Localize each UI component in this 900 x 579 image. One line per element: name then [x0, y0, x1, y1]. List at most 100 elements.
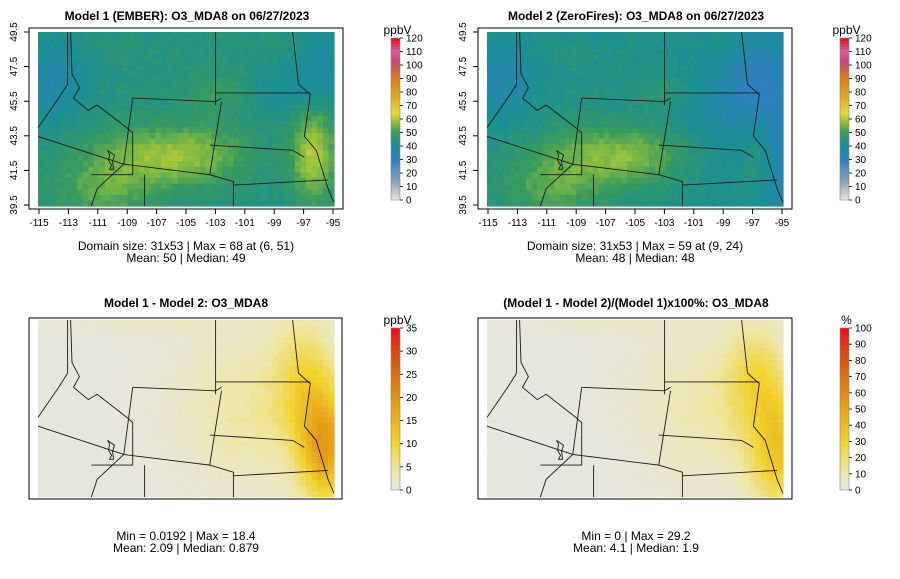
heatmap-cell [244, 76, 251, 84]
heatmap-cell [749, 43, 756, 50]
heatmap-cell [216, 76, 223, 84]
heatmap-cell [54, 405, 61, 412]
heatmap-cell [54, 93, 61, 100]
heatmap-cell [38, 422, 45, 430]
colorbar-tick-label: 50 [855, 128, 867, 139]
heatmap-cell [183, 428, 190, 435]
heatmap-cell [509, 116, 516, 123]
heatmap-cell [322, 359, 330, 367]
heatmap-cell [289, 99, 296, 106]
heatmap-cell [587, 48, 594, 56]
heatmap-cell [211, 138, 218, 145]
heatmap-cell [227, 382, 235, 390]
heatmap-cell [676, 144, 684, 151]
heatmap-cell [138, 116, 145, 123]
heatmap-cell [693, 172, 700, 179]
heatmap-cell [138, 121, 145, 129]
state-border [123, 98, 222, 176]
heatmap-cell [244, 149, 251, 157]
heatmap-cell [749, 127, 756, 134]
heatmap-cell [194, 417, 201, 424]
heatmap-cell [82, 399, 89, 407]
heatmap-cell [755, 104, 762, 112]
heatmap-cell [671, 161, 678, 168]
heatmap-cell [38, 127, 45, 134]
heatmap-cell [65, 54, 73, 61]
heatmap-cell [244, 388, 251, 395]
heatmap-cell [738, 76, 745, 84]
heatmap-cell [715, 189, 723, 196]
heatmap-cell [188, 127, 195, 134]
heatmap-cell [222, 365, 229, 372]
heatmap-cell [283, 121, 290, 129]
heatmap-cell [531, 133, 538, 140]
heatmap-cell [116, 149, 123, 157]
heatmap-cell [306, 377, 313, 384]
heatmap-cell [172, 388, 179, 395]
heatmap-cell [749, 200, 756, 207]
heatmap-cell [593, 127, 600, 134]
heatmap-cell [211, 93, 218, 100]
heatmap-cell [704, 149, 711, 157]
heatmap-cell [721, 60, 728, 67]
heatmap-cell [138, 155, 145, 162]
heatmap-cell [306, 320, 313, 327]
heatmap-cell [239, 439, 246, 447]
heatmap-cell [199, 439, 207, 447]
heatmap-cell [127, 32, 134, 39]
heatmap-cell [609, 127, 617, 134]
heatmap-cell [587, 32, 594, 39]
heatmap-cell [261, 110, 268, 117]
colorbar-segment [391, 54, 400, 58]
heatmap-cell [626, 177, 633, 185]
heatmap-cell [272, 82, 279, 89]
heatmap-cell [54, 32, 61, 39]
heatmap-cell [261, 48, 268, 56]
heatmap-cell [149, 82, 156, 89]
heatmap-cell [654, 144, 661, 151]
heatmap-cell [721, 88, 728, 95]
heatmap-cell [609, 37, 617, 44]
heatmap-cell [149, 394, 156, 401]
heatmap-cell [255, 331, 262, 338]
heatmap-cell [581, 71, 589, 78]
heatmap-cell [160, 166, 168, 173]
heatmap-cell [760, 88, 767, 95]
heatmap-cell [328, 359, 335, 367]
heatmap-cell [194, 348, 201, 355]
heatmap-cell [587, 43, 594, 50]
heatmap-cell [194, 457, 201, 464]
heatmap-cell [99, 468, 106, 475]
heatmap-cell [294, 445, 302, 452]
heatmap-cell [255, 451, 262, 458]
heatmap-cell [132, 382, 140, 390]
heatmap-cell [322, 189, 330, 196]
heatmap-cell [88, 166, 95, 173]
heatmap-cell [283, 116, 290, 123]
heatmap-cell [60, 354, 67, 361]
heatmap-cell [160, 93, 168, 100]
heatmap-cell [110, 71, 117, 78]
heatmap-cell [520, 133, 527, 140]
heatmap-cell [155, 172, 162, 179]
heatmap-cell [621, 110, 628, 117]
heatmap-cell [77, 359, 84, 367]
heatmap-cell [317, 144, 324, 151]
heatmap-cell [727, 99, 734, 106]
heatmap-cell [272, 76, 279, 84]
heatmap-cell [244, 411, 251, 418]
heatmap-cell [676, 71, 684, 78]
heatmap-cell [660, 155, 667, 162]
heatmap-cell [278, 76, 285, 84]
heatmap-cell [682, 172, 689, 179]
heatmap-cell [570, 99, 577, 106]
heatmap-cell [43, 54, 50, 61]
heatmap-cell [278, 457, 285, 464]
heatmap-cell [149, 121, 156, 129]
heatmap-cell [43, 116, 50, 123]
heatmap-cell [43, 172, 50, 179]
heatmap-cell [43, 161, 50, 168]
heatmap-cell [155, 399, 162, 407]
heatmap-cell [278, 133, 285, 140]
heatmap-cell [609, 99, 617, 106]
